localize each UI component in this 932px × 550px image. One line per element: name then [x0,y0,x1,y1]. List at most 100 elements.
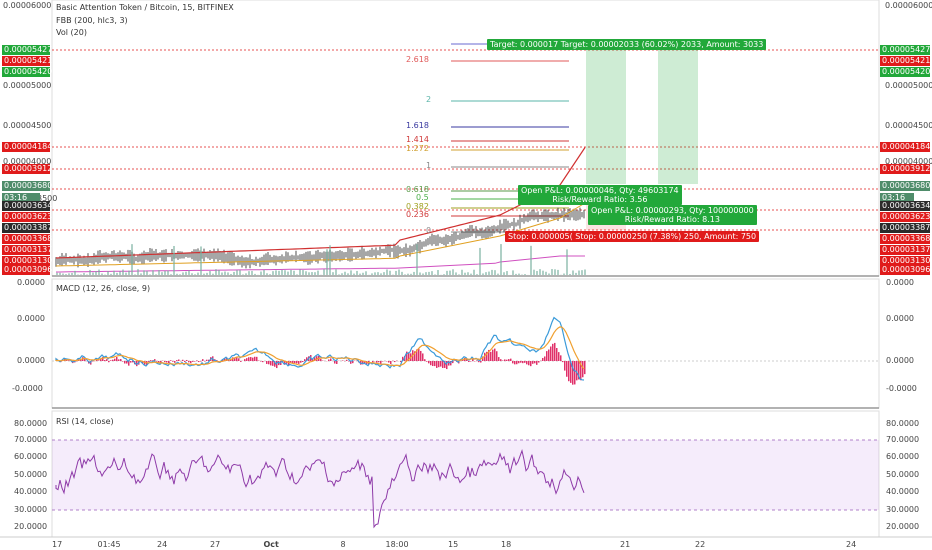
volume-bar [452,269,454,275]
fib-level-label: 1.618 [406,121,429,130]
macd-histogram-bar [528,361,530,366]
macd-histogram-bar [194,361,196,362]
volume-bar [539,269,541,275]
volume-bar [542,270,544,275]
pnl-2-line1: Open P&L: 0.00000293, Qty: 100000000 [591,206,754,215]
volume-bar [281,269,283,275]
macd-histogram-bar [452,361,454,364]
macd-histogram-bar [440,361,442,367]
time-axis-label: 01:45 [97,540,121,549]
volume-bar [170,274,172,275]
volume-bar [275,270,277,275]
volume-bar [536,270,538,275]
time-axis-label: 24 [157,540,168,549]
macd-histogram-bar [276,361,278,369]
macd-histogram-bar [130,361,132,363]
pnl-label-2[interactable]: Open P&L: 0.00000293, Qty: 100000000 Ris… [588,205,757,225]
macd-histogram-bar [446,361,448,370]
macd-histogram-bar [112,359,114,361]
volume-bar [161,272,163,275]
rsi-axis-label-right: 30.0000 [886,505,920,514]
volume-bar [113,270,115,275]
volume-bar [260,271,262,275]
fib-level-label: 0.618 [406,185,429,194]
macd-histogram-bar [506,359,508,361]
volume-bar [326,249,328,275]
macd-histogram-bar [432,361,434,367]
volume-bar [272,271,274,275]
volume-bar [428,271,430,275]
macd-histogram-bar [380,361,382,364]
macd-histogram-bar [156,361,158,362]
volume-bar [413,271,415,275]
volume-bar [416,244,418,275]
macd-histogram-bar [294,361,296,364]
macd-histogram-bar [402,356,404,361]
macd-histogram-bar [576,361,578,381]
volume-bar [467,272,469,275]
macd-histogram-bar [158,361,160,363]
volume-bar [314,272,316,275]
macd-histogram-bar [124,361,126,364]
stop-label[interactable]: Stop: 0.000005( Stop: 0.00000250 (7.38%)… [505,231,760,242]
macd-histogram-bar [150,360,152,361]
volume-bar [569,273,571,275]
target-label[interactable]: Target: 0.000017 Target: 0.00002033 (60.… [487,39,767,50]
macd-histogram-bar [448,361,450,366]
macd-histogram-bar [188,361,190,363]
macd-histogram-bar [114,358,116,361]
macd-legend[interactable]: MACD (12, 26, close, 9) [56,284,151,293]
volume-bar [311,272,313,275]
macd-histogram-bar [172,361,174,362]
price-tag-left: 0.00003387 [2,223,53,233]
macd-axis-label: 0.0000 [17,278,45,287]
macd-histogram-bar [296,361,298,364]
macd-histogram-bar [246,358,248,361]
pnl-label-1[interactable]: Open P&L: 0.00000046, Qty: 49603174 Risk… [518,185,682,205]
volume-legend[interactable]: Vol (20) [56,28,87,37]
volume-bar [530,245,532,275]
volume-bar [194,274,196,275]
volume-bar [470,273,472,275]
volume-bar [65,274,67,275]
macd-histogram-bar [198,361,200,363]
rsi-legend[interactable]: RSI (14, close) [56,417,114,426]
fib-level-label: 0.236 [406,210,429,219]
macd-histogram-bar [450,361,452,366]
fbb-legend[interactable]: FBB (200, hlc3, 3) [56,16,128,25]
rsi-axis-label-right: 60.0000 [886,452,920,461]
volume-bar [152,270,154,275]
volume-bar [209,271,211,275]
macd-line [55,316,585,381]
volume-bar [206,272,208,275]
macd-histogram-bar [350,361,352,364]
volume-bar [122,269,124,275]
volume-bar [383,272,385,275]
time-axis-label: 27 [210,540,221,549]
volume-bar [74,270,76,275]
volume-bar [173,245,175,275]
macd-histogram-bar [462,359,464,361]
volume-bar [203,273,205,275]
macd-histogram-bar [504,359,506,361]
volume-bar [188,270,190,275]
macd-histogram-bar [176,360,178,361]
macd-axis-label-right: -0.0000 [886,384,917,393]
price-axis-label: 0.00004000 [3,157,52,166]
price-tag-left: 0.00003912 [2,164,53,174]
macd-histogram-bar [122,361,124,362]
volume-bar [575,272,577,275]
macd-histogram-bar [68,360,70,361]
volume-bar [401,271,403,275]
macd-histogram-bar [230,359,232,361]
macd-histogram-bar [126,361,128,364]
macd-histogram-bar [478,361,480,363]
macd-histogram-bar [548,349,550,361]
time-axis-label: 22 [695,540,706,549]
price-axis-label: 0.00006000 [3,1,52,10]
volume-bar [140,273,142,275]
price-tag-left: 0.00003130 [2,256,53,266]
macd-histogram-bar [434,361,436,367]
